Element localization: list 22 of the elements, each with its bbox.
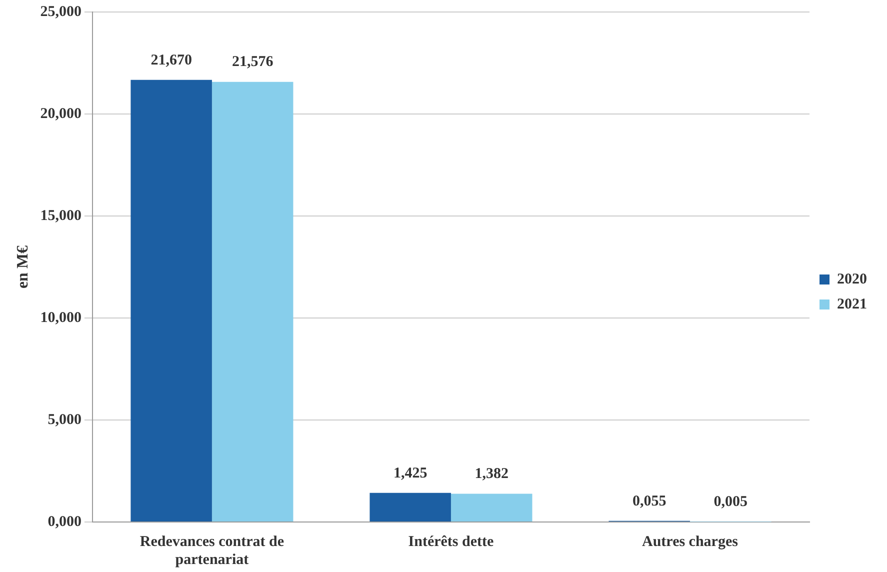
bar xyxy=(370,492,451,522)
x-tick-label: Redevances contrat de partenariat xyxy=(140,534,284,568)
data-label: 21,670 xyxy=(150,52,192,68)
data-label: 1,382 xyxy=(474,466,508,482)
y-tick-label: 15,000 xyxy=(40,208,82,224)
bar xyxy=(130,80,212,522)
data-label: 0,055 xyxy=(632,493,666,510)
y-tick-label: 0,000 xyxy=(48,514,82,530)
y-tick-label: 5,000 xyxy=(48,412,82,428)
data-label: 1,425 xyxy=(393,465,428,482)
bar xyxy=(450,494,532,522)
y-tick-label: 25,000 xyxy=(40,4,82,20)
bar xyxy=(212,82,294,522)
y-axis-title: en M€ xyxy=(14,245,32,289)
legend-label: 2021 xyxy=(837,296,867,312)
data-label: 0,005 xyxy=(714,494,748,510)
data-label: 21,576 xyxy=(232,54,274,70)
x-tick-label: Autres charges xyxy=(642,534,738,550)
legend-label: 2020 xyxy=(837,271,867,288)
y-tick-label: 10,000 xyxy=(40,310,82,326)
y-tick-label: 20,000 xyxy=(40,106,82,122)
x-tick-label: Intérêts dette xyxy=(408,534,494,550)
